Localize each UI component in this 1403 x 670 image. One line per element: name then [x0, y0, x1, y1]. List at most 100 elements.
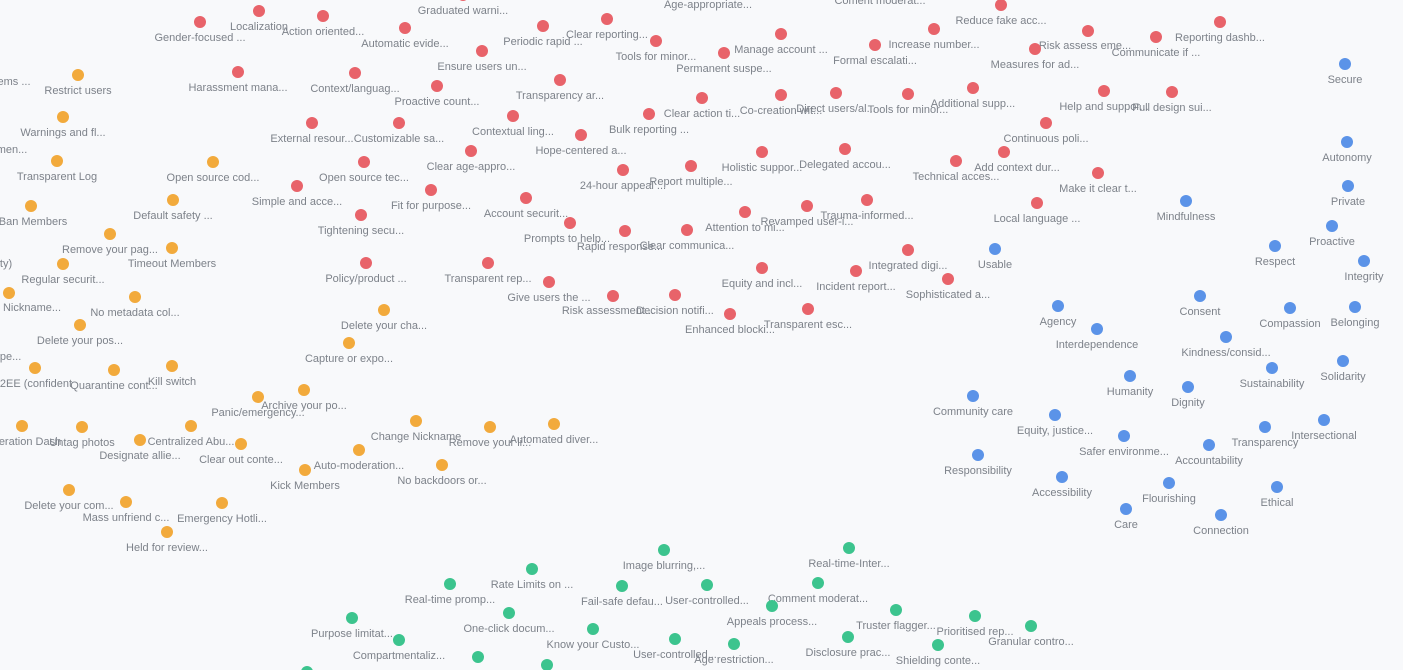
- node[interactable]: Proactive: [1309, 220, 1355, 248]
- node[interactable]: Responsibility: [944, 449, 1012, 477]
- node[interactable]: Restrict users: [44, 69, 112, 97]
- node[interactable]: Image blurring,...: [623, 544, 706, 572]
- node[interactable]: Make it clear t...: [1059, 167, 1137, 195]
- node[interactable]: Default safety ...: [133, 194, 213, 222]
- node-dot[interactable]: [739, 206, 751, 218]
- node[interactable]: Transparency ar...: [516, 74, 604, 102]
- node-dot[interactable]: [839, 143, 851, 155]
- node-dot[interactable]: [346, 612, 358, 624]
- node-dot[interactable]: [399, 22, 411, 34]
- node[interactable]: 2EE (confident: [0, 362, 72, 390]
- node-dot[interactable]: [353, 444, 365, 456]
- node[interactable]: Hope-centered a...: [535, 129, 627, 157]
- node[interactable]: Timeout Members: [128, 242, 217, 270]
- node-dot[interactable]: [541, 659, 553, 670]
- node-dot[interactable]: [830, 87, 842, 99]
- node-dot[interactable]: [669, 289, 681, 301]
- node-dot[interactable]: [1040, 117, 1052, 129]
- node-dot[interactable]: [1271, 481, 1283, 493]
- node-dot[interactable]: [619, 225, 631, 237]
- node-dot[interactable]: [1180, 195, 1192, 207]
- node-dot[interactable]: [1031, 197, 1043, 209]
- node-dot[interactable]: [482, 257, 494, 269]
- node-dot[interactable]: [1166, 86, 1178, 98]
- node-dot[interactable]: [575, 129, 587, 141]
- node-dot[interactable]: [1269, 240, 1281, 252]
- node-dot[interactable]: [850, 265, 862, 277]
- node[interactable]: Localization: [230, 5, 288, 33]
- node[interactable]: Proactive count...: [395, 80, 480, 108]
- node[interactable]: d pe...: [0, 335, 21, 363]
- node[interactable]: Untag photos: [49, 421, 115, 449]
- node-dot[interactable]: [317, 10, 329, 22]
- node[interactable]: Connection: [1193, 509, 1249, 537]
- node[interactable]: Granular contro...: [988, 620, 1074, 648]
- node[interactable]: Age restriction...: [694, 638, 774, 666]
- node[interactable]: Humanity: [1107, 370, 1154, 398]
- node-dot[interactable]: [476, 45, 488, 57]
- node-dot[interactable]: [1118, 430, 1130, 442]
- node-dot[interactable]: [607, 290, 619, 302]
- node[interactable]: Remove your li...: [449, 421, 532, 449]
- node[interactable]: Transparency: [1232, 421, 1299, 449]
- node-dot[interactable]: [928, 23, 940, 35]
- node-dot[interactable]: [802, 303, 814, 315]
- node-dot[interactable]: [129, 291, 141, 303]
- node-dot[interactable]: [444, 578, 456, 590]
- node-dot[interactable]: [724, 308, 736, 320]
- node[interactable]: Context/languag...: [310, 67, 400, 95]
- node[interactable]: Trauma-informed...: [820, 194, 914, 222]
- node[interactable]: Designate allie...: [99, 434, 181, 462]
- node[interactable]: Clear out conte...: [199, 438, 283, 466]
- node-dot[interactable]: [696, 92, 708, 104]
- node-dot[interactable]: [842, 631, 854, 643]
- node-dot[interactable]: [104, 228, 116, 240]
- node[interactable]: Continuous poli...: [1004, 117, 1089, 145]
- node-dot[interactable]: [801, 200, 813, 212]
- node[interactable]: Delegated accou...: [799, 143, 891, 171]
- node[interactable]: Increase number...: [888, 23, 980, 51]
- node-dot[interactable]: [1025, 620, 1037, 632]
- node[interactable]: Belonging: [1331, 301, 1380, 329]
- node[interactable]: Consent: [1180, 290, 1221, 318]
- node[interactable]: Periodic rapid ...: [503, 20, 583, 48]
- node-dot[interactable]: [1163, 477, 1175, 489]
- node[interactable]: Real-time promp...: [405, 578, 495, 606]
- node[interactable]: Co-creation wit...: [740, 89, 823, 117]
- node[interactable]: Interdependence: [1056, 323, 1139, 351]
- node[interactable]: Risk assessment...: [562, 290, 654, 317]
- node[interactable]: Age-appropriate...: [664, 0, 752, 11]
- node-dot[interactable]: [393, 117, 405, 129]
- node[interactable]: Give users the ...: [507, 276, 591, 304]
- node[interactable]: Clear age-appro...: [427, 145, 516, 173]
- node[interactable]: 24-hour appeal ...: [580, 164, 666, 192]
- node[interactable]: Disclosure prac...: [806, 631, 891, 659]
- node-dot[interactable]: [57, 111, 69, 123]
- node[interactable]: eration Dash: [0, 420, 61, 448]
- node[interactable]: Purpose limitat...: [311, 612, 393, 640]
- node-dot[interactable]: [1284, 302, 1296, 314]
- node-dot[interactable]: [161, 526, 173, 538]
- node[interactable]: No metadata col...: [90, 291, 180, 319]
- node-dot[interactable]: [616, 580, 628, 592]
- node[interactable]: ty): [0, 242, 12, 270]
- node[interactable]: Local language ...: [994, 197, 1081, 225]
- node[interactable]: Held for review...: [126, 526, 208, 554]
- node-dot[interactable]: [166, 242, 178, 254]
- node-dot[interactable]: [465, 145, 477, 157]
- node[interactable]: Simple and acce...: [252, 180, 343, 208]
- node-dot[interactable]: [431, 80, 443, 92]
- node-dot[interactable]: [360, 257, 372, 269]
- node[interactable]: Agency: [1040, 300, 1077, 328]
- node-dot[interactable]: [902, 88, 914, 100]
- node[interactable]: Ensure users un...: [437, 45, 527, 73]
- node-dot[interactable]: [1124, 370, 1136, 382]
- node[interactable]: Ban Members: [0, 200, 68, 228]
- node[interactable]: Incident report...: [816, 265, 896, 293]
- node[interactable]: Care: [1114, 503, 1138, 531]
- node-dot[interactable]: [507, 110, 519, 122]
- node[interactable]: Know your Custo...: [547, 623, 640, 651]
- node[interactable]: Additional supp...: [931, 82, 1015, 110]
- node[interactable]: Tools for minor...: [868, 88, 949, 116]
- node-dot[interactable]: [1318, 414, 1330, 426]
